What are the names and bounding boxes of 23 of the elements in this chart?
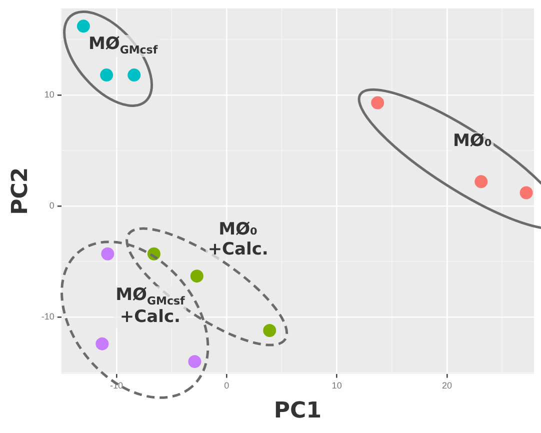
- annotation: MØ₀: [451, 131, 494, 152]
- point: [371, 96, 384, 110]
- y-tick-label: 10: [44, 90, 54, 100]
- y-tick-label: -10: [41, 312, 54, 322]
- point: [190, 270, 204, 283]
- x-tick-label: 20: [442, 380, 452, 391]
- point: [188, 355, 202, 368]
- y-tick-label: 0: [49, 200, 54, 211]
- point: [101, 247, 114, 260]
- annotation: MØ₀ +Calc.: [206, 220, 270, 260]
- point: [128, 68, 141, 82]
- point: [96, 337, 109, 350]
- point: [520, 186, 533, 200]
- point: [100, 68, 114, 82]
- point: [263, 324, 276, 337]
- annotation: MØ$_{GMcsf}$: [86, 34, 160, 57]
- point: [76, 20, 90, 33]
- x-tick-label: 0: [224, 380, 230, 391]
- y-axis-title: PC2: [8, 167, 33, 215]
- point: [474, 175, 488, 188]
- annotation: MØ$_{GMcsf}$ +Calc.: [114, 285, 187, 328]
- x-axis-title: PC1: [274, 398, 322, 424]
- x-tick-label: 10: [332, 380, 342, 391]
